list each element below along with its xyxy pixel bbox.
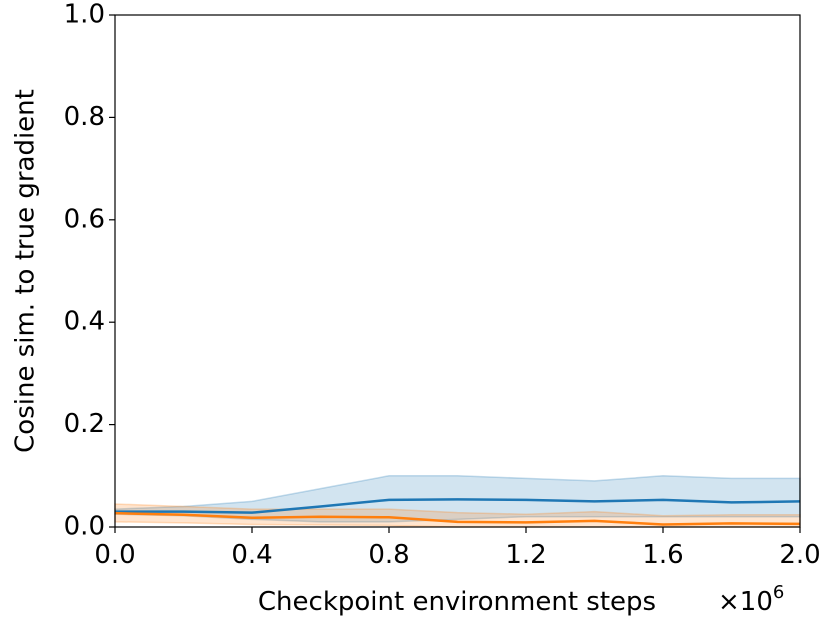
x-tick-label: 1.6 bbox=[642, 540, 683, 570]
x-tick-label: 2.0 bbox=[779, 540, 820, 570]
line bbox=[115, 498, 801, 514]
x-offset-exponent: 6 bbox=[773, 582, 784, 603]
y-tick-label: 0.6 bbox=[64, 204, 105, 234]
x-tick-label: 0.0 bbox=[94, 540, 135, 570]
y-tick-label: 0.2 bbox=[64, 409, 105, 439]
y-tick-label: 0.0 bbox=[64, 512, 105, 542]
x-tick-label: 0.8 bbox=[368, 540, 409, 570]
x-tick-label: 0.4 bbox=[231, 540, 272, 570]
y-tick-label: 1.0 bbox=[64, 0, 105, 30]
y-tick-label: 0.8 bbox=[64, 102, 105, 132]
x-axis-label: Checkpoint environment steps bbox=[258, 587, 656, 617]
plot-frame bbox=[114, 14, 801, 528]
y-tick-label: 0.4 bbox=[64, 307, 105, 337]
x-offset-base: ×10 bbox=[718, 587, 773, 617]
x-tick-label: 1.2 bbox=[505, 540, 546, 570]
y-axis-label: Cosine sim. to true gradient bbox=[11, 89, 41, 453]
line bbox=[114, 511, 801, 526]
x-offset-label: ×106 bbox=[718, 582, 784, 617]
